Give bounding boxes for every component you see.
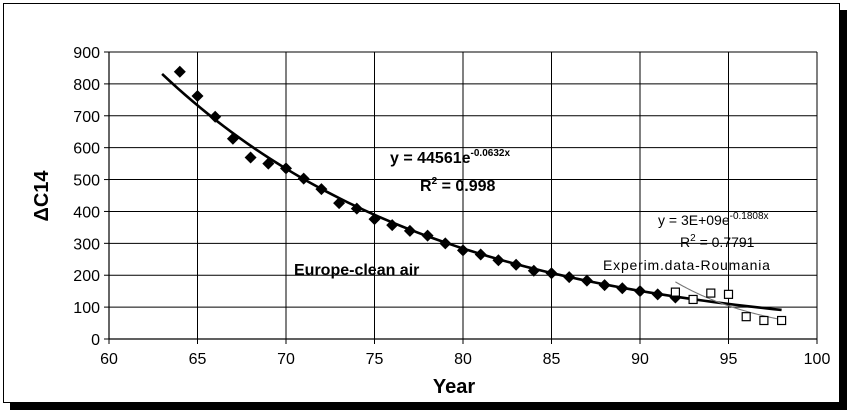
point-europe	[580, 274, 593, 287]
data-points	[173, 65, 787, 326]
point-europe	[280, 162, 292, 175]
point-europe	[439, 237, 452, 250]
point-europe	[492, 254, 505, 267]
chart-frame	[3, 3, 840, 403]
x-tick-label: 95	[720, 351, 738, 368]
x-tick-label: 85	[543, 351, 561, 368]
point-europe	[191, 90, 204, 103]
point-roumania	[741, 312, 751, 322]
trendline-roumania	[675, 281, 782, 321]
y-tick-label: 600	[73, 141, 100, 158]
fit-equation-roumania: y = 3E+09e-0.1808x	[658, 211, 769, 228]
point-roumania	[723, 289, 734, 299]
point-europe	[244, 151, 257, 164]
x-tick-label: 100	[804, 351, 831, 368]
point-europe	[350, 202, 363, 215]
point-europe	[297, 172, 310, 185]
x-tick-label: 65	[189, 351, 207, 368]
point-europe	[616, 282, 629, 295]
fit-roumania-exponent: -0.1808x	[730, 211, 769, 222]
point-europe	[262, 157, 275, 170]
axes	[104, 51, 818, 344]
point-europe	[527, 264, 540, 277]
y-tick-label: 0	[91, 332, 100, 349]
y-tick-label: 500	[73, 173, 100, 190]
x-axis-title: Year	[433, 376, 475, 398]
point-europe	[474, 248, 487, 261]
y-tick-label: 300	[73, 236, 100, 253]
label-experim-roumania: Experim.data-Roumania	[603, 257, 771, 273]
y-tick-label: 700	[73, 109, 100, 126]
fit-roumania-r: R	[680, 234, 690, 250]
point-europe	[403, 224, 416, 237]
point-europe	[545, 267, 558, 280]
x-tick-label: 75	[366, 351, 384, 368]
point-roumania	[688, 294, 698, 305]
point-europe	[598, 279, 611, 292]
y-tick-label: 100	[73, 300, 100, 317]
point-europe	[651, 288, 664, 301]
tick-labels: 0 100 200 300 400 500 600 700 800 900 60 65 70 75 80 85…	[73, 45, 830, 368]
fit-roumania-r2-value: = 0.7791	[696, 234, 755, 250]
y-axis-title: ΔC14	[31, 170, 53, 222]
x-tick-label: 70	[277, 351, 295, 368]
fit-europe-r-sup: 2	[432, 176, 438, 187]
x-tick-label: 80	[454, 351, 472, 368]
point-europe	[333, 197, 346, 210]
y-tick-label: 800	[73, 77, 100, 94]
point-europe	[421, 229, 434, 242]
point-europe	[173, 65, 186, 78]
fit-roumania-r-sup: 2	[690, 233, 696, 244]
fit-roumania-base: y = 3E+09e	[658, 212, 730, 228]
point-europe	[457, 244, 469, 257]
fit-r2-europe: R2 = 0.998	[420, 176, 496, 195]
point-europe	[209, 110, 222, 123]
point-europe	[315, 183, 328, 196]
fit-europe-r2-value: = 0.998	[437, 178, 495, 195]
point-roumania	[776, 315, 787, 326]
y-tick-label: 900	[73, 45, 100, 62]
fit-europe-exponent: -0.0632x	[471, 148, 511, 159]
point-roumania	[670, 287, 681, 297]
fit-europe-r: R	[420, 178, 432, 195]
x-tick-label: 90	[631, 351, 649, 368]
fit-r2-roumania: R2 = 0.7791	[680, 233, 755, 250]
point-europe	[386, 219, 399, 232]
point-europe	[634, 285, 646, 298]
y-tick-label: 400	[73, 204, 100, 221]
point-roumania	[706, 288, 716, 298]
fit-europe-base: y = 44561e	[390, 150, 471, 167]
point-roumania	[759, 315, 769, 326]
label-europe-clean-air: Europe-clean air	[294, 262, 419, 279]
trendlines	[161, 72, 782, 321]
y-tick-label: 200	[73, 268, 100, 285]
point-europe	[226, 132, 239, 145]
point-europe	[368, 213, 381, 226]
point-europe	[510, 258, 523, 271]
x-tick-label: 60	[100, 351, 118, 368]
fit-equation-europe: y = 44561e-0.0632x	[390, 148, 510, 167]
point-europe	[563, 271, 576, 284]
